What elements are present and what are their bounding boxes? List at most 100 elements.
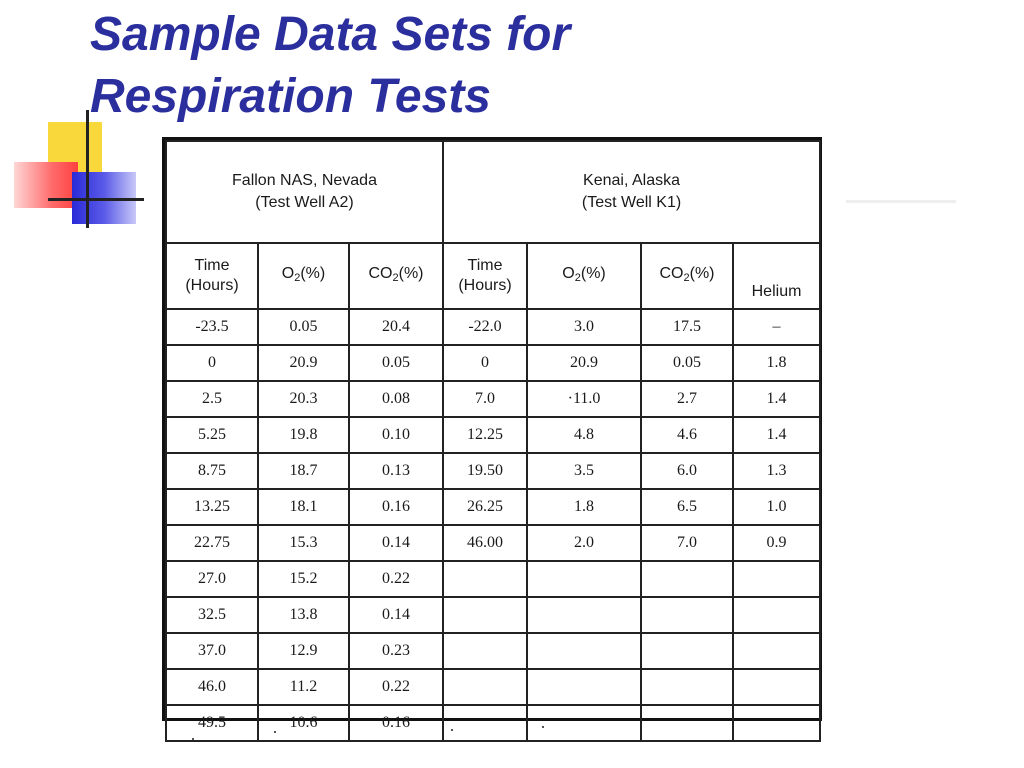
table-cell: 0.14 — [347, 524, 445, 562]
table-cell: 26.25 — [442, 488, 529, 526]
column-header-co2: CO2(%) — [347, 242, 445, 310]
table-cell — [640, 560, 735, 598]
table-cell: -22.0 — [442, 308, 529, 346]
site-header-fallon: Fallon NAS, Nevada (Test Well A2) — [164, 140, 445, 244]
table-cell: 7.0 — [442, 380, 529, 418]
table-cell — [442, 668, 529, 706]
table-row: 27.0 15.2 0.22 — [165, 560, 822, 598]
table-cell: 37.0 — [165, 632, 259, 670]
table-cell — [442, 704, 529, 742]
table-cell: 2.7 — [640, 380, 735, 418]
table-cell: 20.4 — [347, 308, 445, 346]
table-row: 0 20.9 0.05 0 20.9 0.05 1.8 — [165, 344, 822, 382]
table-row: 46.0 11.2 0.22 — [165, 668, 822, 706]
table-cell: 6.0 — [640, 452, 735, 490]
table-cell: 0 — [442, 344, 529, 382]
table-cell — [526, 668, 643, 706]
table-cell: 13.25 — [165, 488, 259, 526]
scan-speck — [451, 729, 453, 731]
table-cell: 13.8 — [257, 596, 350, 634]
table-cell — [732, 668, 822, 706]
table-cell: 17.5 — [640, 308, 735, 346]
column-header-o2: O2(%) — [526, 242, 643, 310]
faint-divider — [846, 200, 956, 203]
slide-title-line-1: Sample Data Sets for — [90, 8, 571, 61]
table-cell: 27.0 — [165, 560, 259, 598]
table-cell: 0.9 — [732, 524, 822, 562]
table-cell: 19.8 — [257, 416, 350, 454]
table-cell: 4.6 — [640, 416, 735, 454]
table-cell — [526, 704, 643, 742]
respiration-data-table: Fallon NAS, Nevada (Test Well A2) Kenai,… — [162, 137, 822, 742]
table-cell: 0.16 — [347, 488, 445, 526]
table-row: 8.75 18.7 0.13 19.50 3.5 6.0 1.3 — [165, 452, 822, 490]
column-header-co2: CO2(%) — [640, 242, 735, 310]
table-cell: 5.25 — [165, 416, 259, 454]
site-name: Kenai, Alaska — [583, 172, 680, 189]
table-cell: 0.16 — [347, 704, 445, 742]
data-table: Fallon NAS, Nevada (Test Well A2) Kenai,… — [164, 140, 822, 742]
table-cell: 3.0 — [526, 308, 643, 346]
table-cell: 1.0 — [732, 488, 822, 526]
column-header-time: Time (Hours) — [165, 242, 259, 310]
table-cell: 0.23 — [347, 632, 445, 670]
table-cell — [732, 596, 822, 634]
table-cell: 2.5 — [165, 380, 259, 418]
table-cell: 0.13 — [347, 452, 445, 490]
table-cell: 7.0 — [640, 524, 735, 562]
table-cell: 0.05 — [347, 344, 445, 382]
table-cell: 32.5 — [165, 596, 259, 634]
table-row: 13.25 18.1 0.16 26.25 1.8 6.5 1.0 — [165, 488, 822, 526]
table-cell: 18.7 — [257, 452, 350, 490]
table-cell: 10.6 — [257, 704, 350, 742]
table-cell — [640, 632, 735, 670]
table-cell: 12.25 — [442, 416, 529, 454]
table-cell — [732, 560, 822, 598]
table-cell: 0 — [165, 344, 259, 382]
table-cell: -23.5 — [165, 308, 259, 346]
table-cell: 20.9 — [257, 344, 350, 382]
table-row: 2.5 20.3 0.08 7.0·11.0 2.7 1.4 — [165, 380, 822, 418]
table-cell: 46.00 — [442, 524, 529, 562]
logo-horizontal-line — [48, 198, 144, 201]
scan-speck — [192, 738, 194, 740]
table-cell: 20.9 — [526, 344, 643, 382]
column-header-o2: O2(%) — [257, 242, 350, 310]
table-row: 37.0 12.9 0.23 — [165, 632, 822, 670]
table-cell — [640, 668, 735, 706]
logo-vertical-line — [86, 110, 89, 228]
table-cell: 2.0 — [526, 524, 643, 562]
table-cell: 0.10 — [347, 416, 445, 454]
table-cell: 1.8 — [526, 488, 643, 526]
table-cell — [442, 596, 529, 634]
table-cell: 0.08 — [347, 380, 445, 418]
table-row: -23.5 0.05 20.4 -22.0 3.0 17.5– — [165, 308, 822, 346]
table-row: 22.75 15.3 0.14 46.00 2.0 7.0 0.9 — [165, 524, 822, 562]
table-cell — [526, 596, 643, 634]
table-cell: 22.75 — [165, 524, 259, 562]
table-cell: 8.75 — [165, 452, 259, 490]
table-cell: 49.5 — [165, 704, 259, 742]
site-name: Fallon NAS, Nevada — [232, 172, 377, 189]
table-cell — [442, 632, 529, 670]
table-cell: 15.3 — [257, 524, 350, 562]
table-cell: 0.14 — [347, 596, 445, 634]
table-cell: 0.05 — [257, 308, 350, 346]
table-cell: 18.1 — [257, 488, 350, 526]
table-cell — [526, 632, 643, 670]
site-well: (Test Well K1) — [581, 194, 682, 211]
table-cell: 6.5 — [640, 488, 735, 526]
table-cell: 0.22 — [347, 560, 445, 598]
table-cell: 4.8 — [526, 416, 643, 454]
table-cell: 46.0 — [165, 668, 259, 706]
table-cell — [640, 704, 735, 742]
table-cell: 12.9 — [257, 632, 350, 670]
table-cell: 19.50 — [442, 452, 529, 490]
table-cell: – — [732, 308, 822, 346]
table-cell: 1.8 — [732, 344, 822, 382]
slide-title-line-2: Respiration Tests — [90, 70, 491, 123]
logo-red-square — [14, 162, 78, 208]
slide-title: Sample Data Sets for Respiration Tests — [90, 4, 790, 128]
table-cell: 0.22 — [347, 668, 445, 706]
table-cell — [526, 560, 643, 598]
